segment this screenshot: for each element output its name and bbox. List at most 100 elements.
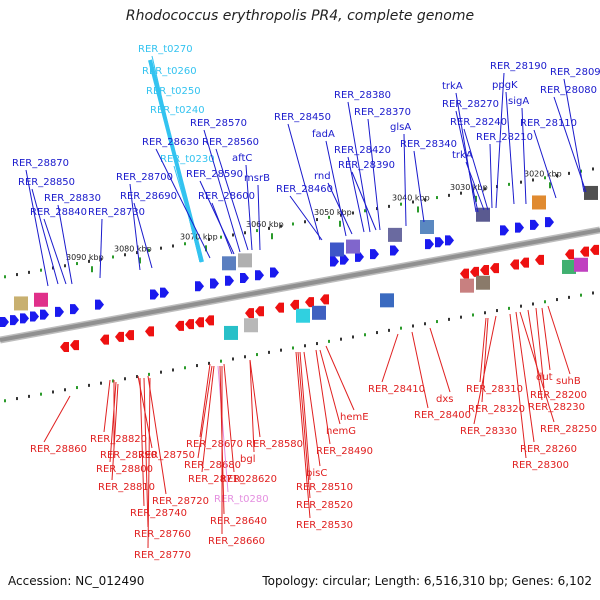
guide-dot — [292, 222, 294, 226]
guide-dot — [76, 262, 78, 266]
gene-label: RER_28620 — [220, 474, 277, 485]
gene-label: RER_28800 — [96, 464, 153, 475]
label-leader-line — [163, 116, 201, 263]
gene-label: RER_28750 — [138, 450, 195, 461]
gene-label: RER_28580 — [246, 439, 303, 450]
label-leader-line — [315, 349, 331, 445]
gene-label: RER_28380 — [334, 90, 391, 101]
guide-dot — [100, 381, 102, 385]
gene-label: RER_28860 — [30, 444, 87, 455]
scale-tick-label: 3070 kbp — [180, 232, 218, 241]
label-leader-line — [351, 171, 377, 231]
label-leader-line — [519, 311, 555, 423]
gene-label: msrB — [244, 173, 270, 184]
guide-dot — [448, 193, 450, 197]
guide-dot — [568, 171, 570, 175]
label-leader-line — [147, 375, 167, 495]
guide-dot — [568, 295, 570, 299]
gene-label: RER_28850 — [18, 177, 75, 188]
feature-box — [312, 305, 326, 320]
guide-dot — [232, 357, 234, 361]
reverse-gene-arrow — [290, 299, 299, 310]
label-leader-line — [553, 96, 587, 193]
feature-box — [346, 239, 360, 254]
label-leader-line — [211, 202, 233, 255]
gene-label: RER_t0250 — [146, 86, 201, 97]
reverse-gene-arrow — [510, 259, 519, 270]
reverse-gene-arrow — [70, 340, 79, 351]
guide-dot — [136, 251, 138, 255]
guide-dot — [376, 331, 378, 335]
gene-label: trkA — [452, 150, 473, 161]
gene-label: RER_28760 — [134, 529, 191, 540]
forward-gene-arrow — [500, 225, 509, 236]
guide-dot — [172, 244, 174, 248]
guide-dot — [460, 191, 462, 195]
gene-label: bgl — [240, 454, 255, 465]
label-leader-line — [509, 313, 527, 459]
label-leader-line — [319, 349, 341, 425]
gene-label: RER_28490 — [316, 446, 373, 457]
forward-gene-arrow — [225, 275, 234, 286]
label-leader-line — [455, 92, 477, 213]
reverse-gene-arrow — [275, 302, 284, 313]
label-leader-line — [245, 164, 253, 251]
guide-dot — [460, 315, 462, 319]
reverse-gene-arrow — [100, 334, 109, 345]
guide-dot — [220, 235, 222, 239]
label-leader-line — [199, 180, 235, 255]
feature-box — [222, 256, 236, 271]
gene-label: RER_28720 — [152, 496, 209, 507]
label-leader-line — [541, 307, 551, 371]
gene-label: RER_28080 — [540, 85, 597, 96]
guide-dot — [532, 178, 534, 182]
guide-dot — [364, 209, 366, 213]
gene-label: glsA — [390, 122, 411, 133]
gene-label: sigA — [508, 96, 529, 107]
guide-dot — [400, 326, 402, 330]
guide-dot — [424, 322, 426, 326]
feature-box — [380, 293, 394, 308]
guide-dot — [316, 218, 318, 222]
guide-dot — [268, 350, 270, 354]
label-leader-line — [109, 381, 117, 463]
label-leader-line — [563, 78, 585, 193]
guide-dot — [580, 293, 582, 297]
reverse-gene-arrow — [470, 266, 479, 277]
guide-dot — [64, 388, 66, 392]
guide-dot — [28, 394, 30, 398]
reverse-gene-arrow — [125, 330, 134, 341]
label-leader-line — [303, 351, 321, 467]
guide-dot — [556, 174, 558, 178]
guide-dot — [556, 298, 558, 302]
forward-gene-arrow — [545, 217, 554, 228]
label-leader-line — [481, 317, 489, 403]
guide-dot — [436, 320, 438, 324]
label-leader-line — [367, 118, 381, 231]
guide-dot — [160, 370, 162, 374]
label-leader-line — [411, 331, 429, 409]
guide-dot — [292, 346, 294, 350]
guide-dot — [148, 248, 150, 252]
gene-label: RER_t0240 — [150, 105, 205, 116]
feature-box — [238, 253, 252, 268]
label-leader-line — [495, 72, 505, 209]
gene-label: RER_28640 — [210, 516, 267, 527]
feature-box — [224, 325, 238, 340]
guide-dot — [304, 220, 306, 224]
guide-dot — [544, 300, 546, 304]
forward-gene-arrow — [445, 235, 454, 246]
guide-dot — [16, 273, 18, 277]
gene-label: fadA — [312, 129, 335, 140]
forward-gene-arrow — [370, 249, 379, 260]
label-leader-line — [521, 107, 527, 205]
label-leader-line — [43, 395, 71, 443]
forward-gene-arrow — [340, 254, 349, 265]
forward-gene-arrow — [270, 267, 279, 278]
feature-box — [476, 207, 490, 222]
guide-dot — [328, 339, 330, 343]
reverse-gene-arrow — [490, 263, 499, 274]
label-leader-line — [463, 128, 489, 211]
label-leader-line — [133, 202, 153, 269]
